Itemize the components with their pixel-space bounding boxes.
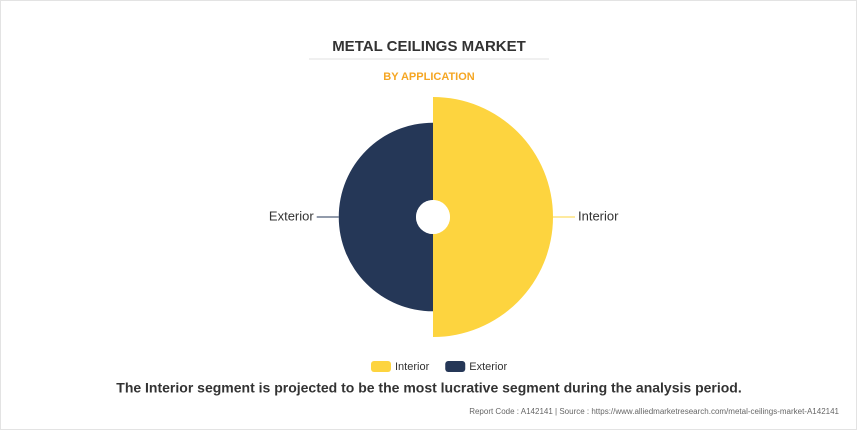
legend-label: Interior [395,361,430,373]
legend-label: Exterior [469,361,507,373]
footer: Report Code : A142141 | Source : https:/… [469,407,839,416]
legend-swatch [445,361,466,372]
legend: Interior Exterior [371,361,507,373]
plot: Interior Exterior [269,97,619,337]
center-hole [416,200,450,234]
slice-label: Exterior [269,208,314,223]
chart-subtitle: BY APPLICATION [383,71,475,83]
rose-slice [338,122,433,312]
legend-swatch [371,361,391,372]
caption: The Interior segment is projected to be … [116,380,741,396]
chart-title: METAL CEILINGS MARKET [332,38,526,55]
slice-label: Interior [578,208,619,223]
rose-slice [433,97,553,337]
